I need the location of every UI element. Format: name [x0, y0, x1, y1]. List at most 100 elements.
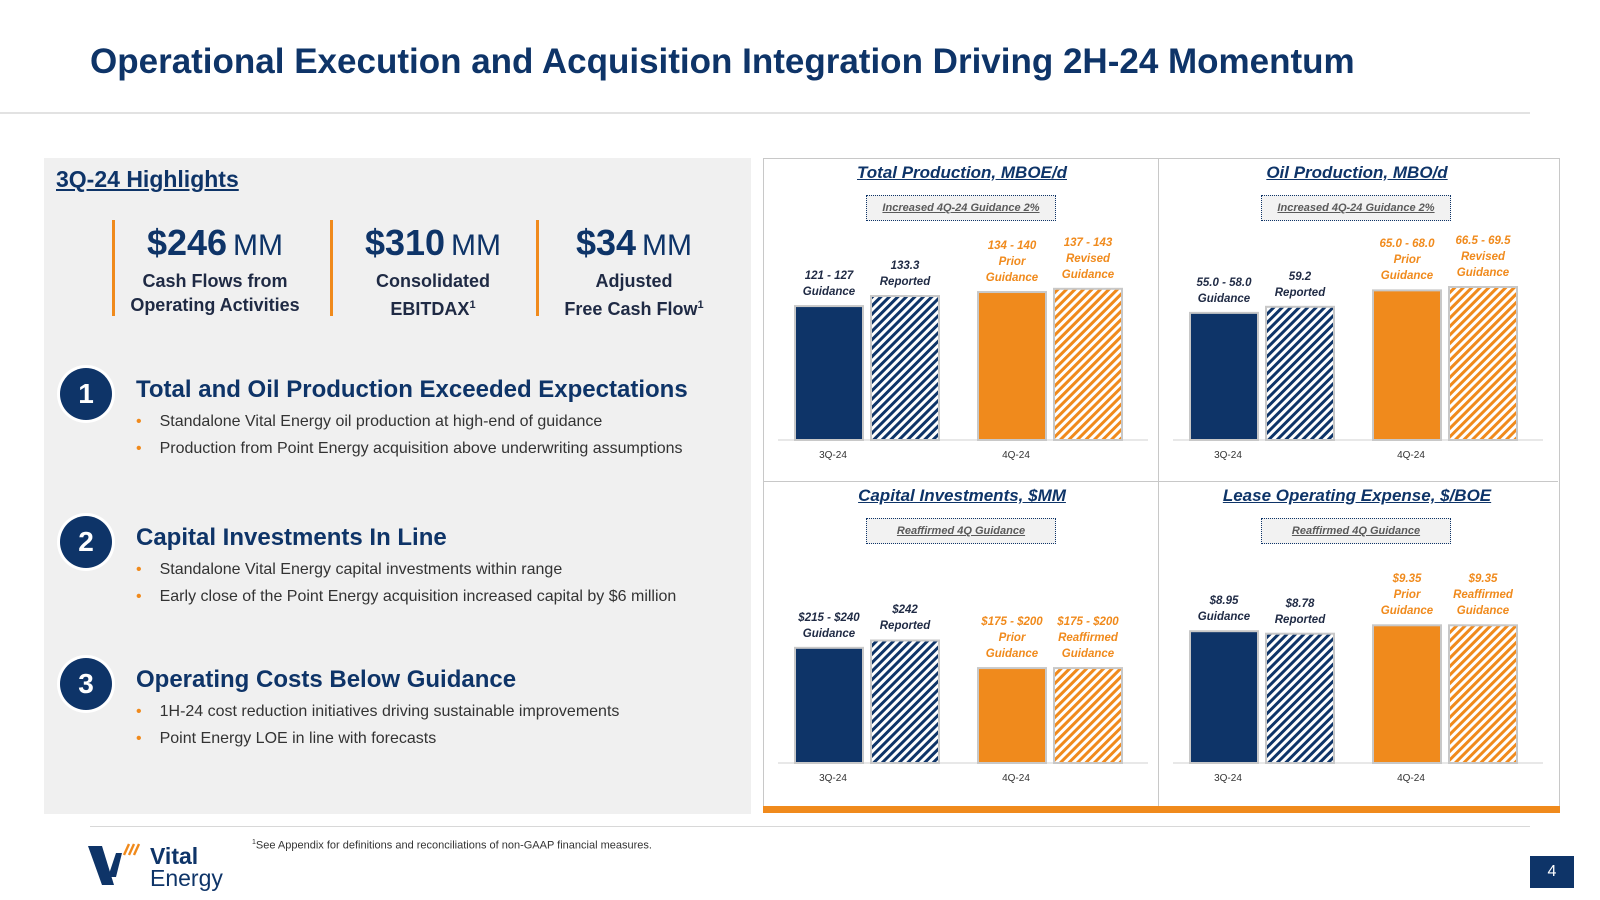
item-number-3: 3 [60, 658, 112, 710]
category-tick-label: 4Q-24 [1397, 450, 1425, 461]
bar-3q-24-reported [1265, 632, 1335, 764]
bar-4q-24-revised-guidance [1053, 287, 1123, 441]
bar-3q-24-guidance [794, 305, 864, 441]
logo-text-vital: Vital [150, 843, 199, 869]
metric-unit: MM [233, 229, 284, 262]
bar-3q-24-guidance [794, 646, 864, 764]
item-1-bullet-1: • Standalone Vital Energy oil production … [136, 413, 603, 430]
bullet-text: Production from Point Energy acquisition… [159, 440, 683, 457]
item-3-bullet-1: • 1H-24 cost reduction initiatives drivin… [136, 703, 620, 720]
metric-value: $34 [575, 222, 637, 263]
bar-4q-24-reaffirmed-guidance [1448, 624, 1518, 764]
category-tick-label: 4Q-24 [1397, 773, 1425, 784]
chart-plot [1173, 624, 1543, 764]
metric-label-line1: Adjusted [595, 271, 673, 291]
charts-accent-bar [763, 806, 1560, 813]
logo-text-energy: Energy [150, 865, 223, 891]
metric-label-line2: Free Cash Flow [564, 299, 698, 319]
chart-title: Total Production, MBOE/d [857, 163, 1067, 182]
page-title: Operational Execution and Acquisition In… [90, 42, 1355, 81]
metric-ebitdax: $310 MM Consolidated EBITDAX1 [330, 220, 533, 319]
footnote-marker: 1 [252, 839, 256, 846]
bar-3q-24-guidance [1189, 630, 1259, 764]
category-tick-label: 3Q-24 [819, 450, 847, 461]
bar-3q-24-guidance [1189, 311, 1259, 441]
bullet-text: 1H-24 cost reduction initiatives driving… [159, 703, 620, 720]
metric-free-cash-flow: $34 MM Adjusted Free Cash Flow1 [536, 220, 729, 319]
bar-4q-24-prior-guidance [1372, 289, 1442, 441]
metric-label-line2: Operating Activities [130, 295, 300, 315]
item-heading-1: Total and Oil Production Exceeded Expect… [136, 376, 688, 403]
chart-title: Capital Investments, $MM [858, 486, 1066, 505]
bar-data-label: 134 - 140 Prior Guidance [985, 240, 1039, 285]
bar-data-label: 55.0 - 58.0 Guidance [1196, 276, 1252, 305]
highlights-title: 3Q-24 Highlights [56, 166, 239, 192]
bar-data-label: $175 - $200 Prior Guidance [981, 616, 1043, 661]
logo-mark-icon [88, 843, 141, 885]
bar-data-label: 59.2 Reported [1274, 270, 1326, 299]
item-2-bullet-1: • Standalone Vital Energy capital investm… [136, 561, 563, 578]
item-1-bullet-2: • Production from Point Energy acquisitio… [136, 440, 683, 457]
bar-data-label: $175 - $200 Reaffirmed Guidance [1057, 616, 1119, 661]
category-tick-label: 4Q-24 [1002, 450, 1030, 461]
chart-guidance-note: Reaffirmed 4Q Guidance [1261, 518, 1451, 544]
chart-plot [778, 287, 1148, 441]
footer-divider [90, 826, 1530, 827]
metric-cash-flows: $246 MM Cash Flows from Operating Activit… [112, 220, 315, 316]
bar-data-label: 137 - 143 Revised Guidance [1061, 236, 1115, 281]
bar-4q-24-prior-guidance [1372, 624, 1442, 764]
page-number: 4 [1530, 856, 1574, 888]
vital-energy-logo: Vital Energy [88, 843, 248, 893]
title-divider [0, 112, 1530, 114]
bar-3q-24-reported [870, 639, 940, 764]
chart-plot [1173, 286, 1543, 441]
bullet-text: Standalone Vital Energy oil production a… [159, 413, 603, 430]
bar-data-label: $8.78 Reported [1274, 597, 1326, 626]
footnote: 1See Appendix for definitions and reconc… [252, 839, 652, 852]
item-2-bullet-2: • Early close of the Point Energy acquisi… [136, 588, 677, 605]
bar-4q-24-revised-guidance [1448, 286, 1518, 441]
item-number-2: 2 [60, 516, 112, 568]
metric-unit: MM [642, 229, 693, 262]
bullet-text: Early close of the Point Energy acquisit… [159, 588, 677, 605]
metric-label-line2: EBITDAX [390, 299, 470, 319]
chart-guidance-note: Increased 4Q-24 Guidance 2% [1261, 195, 1451, 221]
bar-data-label: $242 Reported [879, 604, 931, 633]
item-heading-2: Capital Investments In Line [136, 524, 447, 551]
chart-plot [778, 639, 1148, 764]
bar-data-label: $8.95 Guidance [1197, 595, 1251, 624]
category-tick-label: 3Q-24 [819, 773, 847, 784]
bar-data-label: 133.3 Reported [879, 260, 931, 289]
category-tick-label: 3Q-24 [1214, 450, 1242, 461]
category-tick-label: 4Q-24 [1002, 773, 1030, 784]
chart-title: Oil Production, MBO/d [1266, 163, 1448, 182]
bar-4q-24-reaffirmed-guidance [1053, 667, 1123, 764]
bar-3q-24-reported [1265, 305, 1335, 441]
bar-data-label: 65.0 - 68.0 Prior Guidance [1379, 238, 1435, 283]
bullet-text: Point Energy LOE in line with forecasts [159, 730, 437, 747]
bar-3q-24-reported [870, 295, 940, 441]
bar-data-label: $9.35 Reaffirmed Guidance [1453, 573, 1513, 618]
bar-4q-24-prior-guidance [977, 291, 1047, 441]
item-3-bullet-2: • Point Energy LOE in line with forecasts [136, 730, 437, 747]
metric-label-line1: Cash Flows from [142, 271, 288, 291]
metric-footnote-marker: 1 [469, 299, 476, 311]
metric-label-line1: Consolidated [375, 271, 490, 291]
bar-data-label: $9.35 Prior Guidance [1380, 573, 1434, 618]
metric-footnote-marker: 1 [697, 299, 704, 311]
metric-value: $246 [146, 222, 228, 263]
chart-guidance-note: Reaffirmed 4Q Guidance [866, 518, 1056, 544]
metric-value: $310 [364, 222, 446, 263]
bar-data-label: 121 - 127 Guidance [802, 270, 856, 299]
charts-divider-vertical [1158, 158, 1159, 808]
highlights-panel: 3Q-24 Highlights $246 MM Cash Flows from … [44, 158, 751, 814]
metric-unit: MM [451, 229, 502, 262]
bullet-text: Standalone Vital Energy capital investme… [159, 561, 563, 578]
bar-data-label: 66.5 - 69.5 Revised Guidance [1455, 235, 1511, 279]
chart-guidance-note: Increased 4Q-24 Guidance 2% [866, 195, 1056, 221]
charts-divider-horizontal [763, 481, 1558, 482]
item-number-1: 1 [60, 368, 112, 420]
category-tick-label: 3Q-24 [1214, 773, 1242, 784]
footnote-text: See Appendix for definitions and reconci… [255, 839, 652, 852]
bar-data-label: $215 - $240 Guidance [798, 611, 860, 640]
